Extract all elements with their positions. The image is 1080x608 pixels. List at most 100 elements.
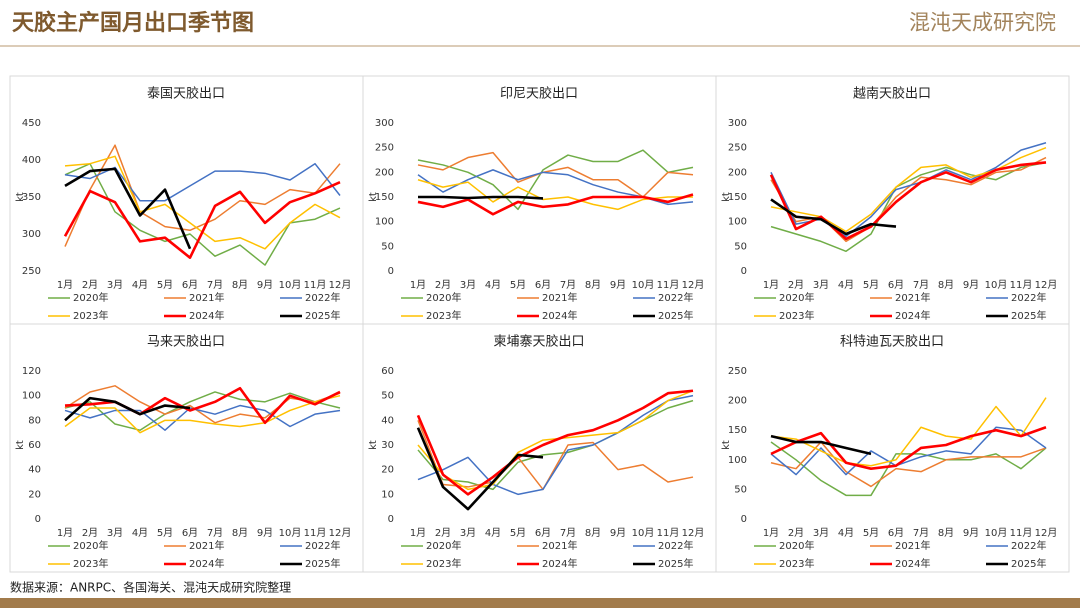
x-tick-label: 4月: [485, 527, 501, 539]
x-tick-label: 2月: [435, 527, 451, 539]
legend-label: 2022年: [305, 539, 340, 552]
y-tick-label: 300: [22, 229, 41, 240]
x-tick-label: 1月: [57, 279, 73, 291]
x-tick-label: 4月: [132, 279, 148, 291]
series-line: [64, 167, 192, 250]
x-tick-label: 5月: [157, 279, 173, 291]
series-line: [417, 151, 694, 198]
series-line: [63, 181, 341, 259]
x-tick-label: 10月: [279, 527, 302, 539]
y-tick-label: 150: [375, 192, 394, 203]
x-tick-label: 9月: [257, 279, 273, 291]
x-tick-label: 6月: [888, 527, 904, 539]
x-tick-label: 6月: [182, 279, 198, 291]
legend-label: 2020年: [779, 539, 814, 552]
legend-label: 2021年: [895, 291, 930, 304]
legend-label: 2020年: [73, 291, 108, 304]
y-tick-label: 40: [381, 415, 394, 426]
x-tick-label: 5月: [510, 527, 526, 539]
legend-label: 2022年: [1011, 539, 1046, 552]
y-tick-label: 250: [728, 143, 747, 154]
chart-title: 科特迪瓦天胶出口: [840, 334, 944, 350]
y-tick-label: 100: [728, 455, 747, 466]
series-line: [64, 386, 341, 425]
x-tick-label: 3月: [460, 279, 476, 291]
x-tick-label: 12月: [329, 527, 352, 539]
y-axis-label: kt: [15, 192, 26, 202]
x-tick-label: 9月: [963, 527, 979, 539]
y-tick-label: 20: [381, 465, 394, 476]
chart-title: 印尼天胶出口: [500, 86, 578, 102]
legend-label: 2020年: [779, 291, 814, 304]
x-tick-label: 8月: [232, 527, 248, 539]
x-tick-label: 1月: [57, 527, 73, 539]
legend-label: 2020年: [73, 539, 108, 552]
y-tick-label: 30: [381, 440, 394, 451]
legend-label: 2021年: [542, 539, 577, 552]
y-tick-label: 50: [734, 241, 747, 252]
chart-title: 柬埔寨天胶出口: [493, 334, 584, 350]
y-tick-label: 400: [22, 155, 41, 166]
y-tick-label: 60: [381, 366, 394, 377]
source-note: 数据来源：ANRPC、各国海关、混沌天成研究院整理: [10, 580, 291, 595]
x-tick-label: 7月: [560, 527, 576, 539]
y-tick-label: 40: [28, 465, 41, 476]
x-tick-label: 3月: [460, 527, 476, 539]
legend-label: 2025年: [658, 557, 693, 570]
series-line: [64, 144, 341, 247]
x-tick-label: 2月: [82, 279, 98, 291]
page-title: 天胶主产国月出口季节图: [12, 10, 254, 36]
legend-label: 2025年: [305, 557, 340, 570]
legend-label: 2024年: [542, 557, 577, 570]
y-tick-label: 0: [388, 266, 394, 277]
y-axis-label: kt: [721, 440, 732, 450]
x-tick-label: 9月: [963, 279, 979, 291]
x-tick-label: 11月: [1010, 279, 1033, 291]
x-tick-label: 8月: [585, 527, 601, 539]
legend-label: 2020年: [426, 291, 461, 304]
y-tick-label: 450: [22, 118, 41, 129]
chart-title: 越南天胶出口: [853, 86, 931, 102]
x-tick-label: 8月: [585, 279, 601, 291]
legend-label: 2020年: [426, 539, 461, 552]
x-tick-label: 7月: [913, 279, 929, 291]
legend-label: 2021年: [542, 291, 577, 304]
x-tick-label: 5月: [157, 527, 173, 539]
y-tick-label: 100: [375, 217, 394, 228]
y-tick-label: 60: [28, 440, 41, 451]
legend-label: 2021年: [189, 291, 224, 304]
x-tick-label: 7月: [207, 527, 223, 539]
legend-label: 2024年: [542, 309, 577, 322]
x-tick-label: 12月: [682, 279, 705, 291]
legend-label: 2022年: [1011, 291, 1046, 304]
x-tick-label: 6月: [535, 279, 551, 291]
y-tick-label: 300: [728, 118, 747, 129]
x-tick-label: 9月: [257, 527, 273, 539]
x-tick-label: 3月: [813, 527, 829, 539]
series-line: [770, 198, 897, 236]
y-tick-label: 50: [381, 391, 394, 402]
series-line: [770, 441, 1047, 497]
x-tick-label: 10月: [985, 279, 1008, 291]
y-axis-label: kt: [15, 440, 26, 450]
series-line: [418, 195, 544, 200]
y-tick-label: 200: [728, 167, 747, 178]
series-line: [64, 391, 341, 431]
chart-title: 马来天胶出口: [147, 334, 225, 350]
y-axis-label: kt: [721, 192, 732, 202]
legend-label: 2022年: [658, 539, 693, 552]
legend-label: 2023年: [73, 557, 108, 570]
series-line: [770, 426, 1047, 470]
x-tick-label: 4月: [132, 527, 148, 539]
x-tick-label: 1月: [410, 279, 426, 291]
y-tick-label: 0: [741, 266, 747, 277]
legend-label: 2022年: [305, 291, 340, 304]
x-tick-label: 10月: [279, 279, 302, 291]
x-tick-label: 7月: [560, 279, 576, 291]
y-tick-label: 350: [22, 192, 41, 203]
series-line: [770, 441, 1047, 488]
series-line: [64, 396, 191, 422]
legend-label: 2023年: [779, 309, 814, 322]
series-line: [64, 385, 341, 424]
